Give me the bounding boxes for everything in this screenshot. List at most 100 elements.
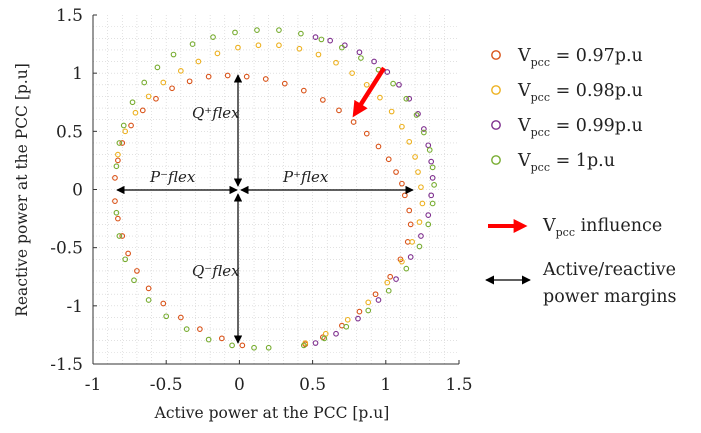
data-point <box>409 239 416 245</box>
data-point <box>116 233 123 239</box>
data-point <box>387 273 394 280</box>
data-point <box>349 70 355 77</box>
legend-marker <box>491 85 501 95</box>
data-point <box>393 276 399 282</box>
data-point <box>160 300 167 307</box>
data-point <box>428 158 435 165</box>
data-point <box>327 37 334 44</box>
data-point <box>416 219 423 225</box>
y-tick-label: -1.5 <box>50 355 83 375</box>
data-point <box>141 79 148 86</box>
vpcc-influence-arrow <box>352 66 386 118</box>
legend-label: Vpcc = 0.98p.u <box>517 81 643 104</box>
data-point <box>119 233 126 239</box>
data-point <box>115 151 121 158</box>
data-point <box>214 50 221 57</box>
y-tick-label: -1 <box>66 297 83 317</box>
data-point <box>407 221 414 228</box>
series-0 <box>112 72 414 349</box>
data-point <box>396 81 402 88</box>
data-point <box>412 154 418 160</box>
data-point <box>115 157 121 164</box>
legend-marker <box>491 155 501 165</box>
legend-influence-label: Vpcc influence <box>542 216 662 239</box>
data-point <box>312 340 319 346</box>
data-point <box>375 297 382 303</box>
data-point <box>170 51 177 58</box>
data-point <box>243 73 250 80</box>
data-point <box>113 163 120 170</box>
data-point <box>296 45 303 52</box>
data-point <box>131 277 137 284</box>
legend-entry: Vpcc = 0.99p.u <box>491 116 643 139</box>
data-point <box>333 59 339 66</box>
data-point <box>262 76 269 82</box>
data-point <box>429 175 436 181</box>
data-point <box>239 342 246 349</box>
data-point <box>197 326 203 332</box>
data-point <box>254 27 260 33</box>
data-point <box>425 221 432 228</box>
data-point <box>403 95 410 102</box>
data-point <box>251 344 257 351</box>
data-point <box>393 169 399 175</box>
data-point <box>339 44 345 51</box>
y-tick-label: 1.5 <box>56 6 83 26</box>
x-tick-label: 0.5 <box>299 375 326 395</box>
legend-entry-margins: Active/reactive power margins <box>485 260 676 307</box>
data-point <box>145 285 152 292</box>
data-point <box>429 164 436 171</box>
data-point <box>300 87 307 94</box>
legend-label: Vpcc = 0.99p.u <box>517 116 643 139</box>
q-plus-label: Q⁺flex <box>192 104 240 122</box>
data-point <box>177 314 184 321</box>
legend-margins-line1: Active/reactive <box>542 260 676 280</box>
data-point <box>363 130 370 137</box>
data-point <box>321 335 328 342</box>
data-point <box>431 181 437 188</box>
q-minus-label: Q⁻flex <box>192 262 240 280</box>
data-point <box>122 128 129 135</box>
data-point <box>377 94 383 101</box>
data-point <box>390 80 396 87</box>
data-point <box>115 215 121 222</box>
data-point <box>276 27 282 33</box>
data-point <box>134 268 140 274</box>
data-point <box>154 64 161 71</box>
data-point <box>129 99 136 106</box>
data-point <box>122 256 129 263</box>
x-tick-label: 1 <box>380 375 391 395</box>
data-point <box>160 79 167 86</box>
data-point <box>356 308 363 315</box>
x-tick-label: 1.5 <box>445 375 472 395</box>
y-axis-label: Reactive power at the PCC [p.u] <box>13 63 31 317</box>
data-point <box>224 72 231 79</box>
data-point <box>153 95 159 102</box>
data-point <box>218 335 225 342</box>
axes <box>92 14 460 365</box>
series-3 <box>113 27 437 351</box>
y-tick-label: -0.5 <box>50 239 83 259</box>
data-point <box>403 265 410 272</box>
legend-entry-influence: Vpcc influence <box>488 216 662 239</box>
x-tick-label: 0 <box>234 375 245 395</box>
data-point <box>419 200 426 207</box>
data-point <box>139 107 146 114</box>
data-point <box>428 192 435 199</box>
data-point <box>128 122 134 129</box>
data-point <box>421 129 427 136</box>
data-point <box>276 42 282 49</box>
tick-labels: -1 -0.5 0 0.5 1 1.51.510.50-0.5-1-1.5 <box>50 6 472 395</box>
data-point <box>406 95 413 102</box>
data-point <box>350 119 357 125</box>
legend-margins-line2: power margins <box>543 287 676 307</box>
data-point <box>371 58 377 65</box>
data-point <box>169 85 175 92</box>
data-point <box>205 73 212 80</box>
data-point <box>413 112 420 118</box>
data-point <box>125 250 131 257</box>
data-point <box>384 69 391 75</box>
legend-label: Vpcc = 1p.u <box>517 151 615 174</box>
data-point <box>298 30 304 37</box>
x-tick-label: -1 <box>85 375 102 395</box>
